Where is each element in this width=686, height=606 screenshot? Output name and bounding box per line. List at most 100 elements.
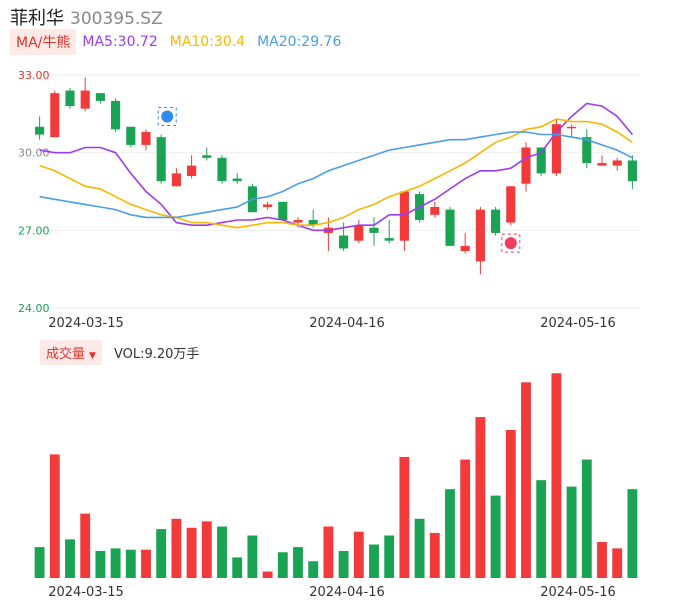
candle-body (171, 173, 181, 187)
candle-body (369, 227, 379, 233)
candle-body (126, 126, 136, 145)
volume-bar (581, 459, 592, 578)
candle-body (491, 209, 501, 233)
volume-bar (262, 571, 273, 578)
volume-bar (521, 382, 531, 578)
volume-bar (125, 549, 136, 578)
stock-name: 菲利华 (10, 8, 64, 29)
candle-body (217, 157, 227, 182)
y-tick-label: 24.00 (18, 302, 50, 315)
x-tick-label: 2024-05-16 (540, 316, 616, 331)
volume-bar (141, 549, 151, 578)
volume-bar (612, 548, 623, 578)
price-y-labels: 33.00 30.00 27.00 24.00 (18, 69, 50, 315)
volume-bar (551, 373, 562, 578)
ma20-line (39, 131, 633, 219)
y-tick-label: 30.00 (18, 147, 50, 160)
candle-body (567, 126, 577, 129)
candle-body (141, 131, 151, 145)
volume-bar (110, 548, 121, 578)
x-tick-label: 2024-04-16 (309, 316, 385, 331)
volume-bar (505, 429, 516, 578)
volume-bar (536, 480, 547, 578)
volume-bar (49, 454, 60, 578)
volume-bar (156, 529, 167, 578)
volume-bar (369, 544, 379, 578)
candle-body (384, 238, 394, 241)
candle-body (354, 225, 364, 241)
volume-bar (201, 521, 212, 578)
volume-toggle-label: 成交量 (46, 346, 86, 362)
ma20-legend: MA20:29.76 (257, 34, 342, 50)
ma-toggle-button[interactable]: MA/牛熊 (10, 29, 77, 55)
candle-body (232, 178, 242, 182)
marker-frame (501, 233, 521, 253)
volume-bar (460, 459, 471, 578)
candle-body (111, 100, 121, 130)
y-tick-label: 27.00 (18, 224, 50, 237)
volume-bar (323, 526, 334, 578)
ma-legend: MA/牛熊 MA5:30.72 MA10:30.4 MA20:29.76 (10, 29, 353, 55)
sell-signal-icon (501, 233, 521, 253)
stock-code: 300395.SZ (70, 9, 163, 29)
candle-body (582, 137, 592, 164)
candle-body (95, 93, 105, 101)
volume-toggle-button[interactable]: 成交量 ▼ (40, 339, 102, 365)
volume-bar (232, 557, 243, 578)
candle-body (263, 204, 273, 208)
candle-body (156, 137, 166, 182)
x-axis-labels: 2024-03-15 2024-04-16 2024-05-16 2024-03-15… (48, 316, 616, 600)
marker-frame (157, 107, 177, 127)
candle-body (597, 163, 607, 166)
volume-bar (95, 550, 106, 578)
candle-body (475, 209, 485, 262)
volume-bars (34, 373, 638, 578)
volume-bar (65, 539, 75, 578)
candle-body (506, 186, 516, 223)
candle-body (627, 160, 637, 182)
x-tick-label: 2024-04-16 (309, 585, 385, 600)
candle-body (399, 191, 409, 241)
volume-bar (490, 495, 501, 578)
signal-markers (157, 107, 521, 253)
volume-bar (308, 561, 319, 578)
candle-body (187, 165, 197, 176)
candle-body (460, 245, 470, 252)
candlesticks (35, 77, 637, 275)
volume-bar (384, 535, 395, 578)
x-tick-label: 2024-05-16 (540, 585, 616, 600)
volume-bar (353, 531, 364, 578)
candle-body (278, 201, 288, 220)
x-tick-label: 2024-03-15 (48, 585, 124, 600)
marker-dot (161, 110, 174, 123)
volume-bar (338, 550, 349, 578)
candle-body (551, 124, 561, 174)
candle-body (612, 160, 622, 166)
buy-signal-icon (157, 107, 177, 127)
volume-bar (445, 489, 455, 578)
x-tick-label: 2024-03-15 (48, 316, 124, 331)
candle-body (65, 90, 75, 107)
volume-bar (566, 486, 577, 578)
volume-bar (247, 535, 258, 578)
volume-bar (597, 541, 607, 578)
candle-body (35, 126, 45, 135)
caret-down-icon: ▼ (89, 350, 96, 361)
volume-bar (217, 526, 227, 578)
y-tick-label: 33.00 (18, 69, 50, 82)
candle-body (430, 207, 440, 215)
candle-body (445, 209, 455, 246)
volume-bar (475, 417, 486, 578)
candle-body (308, 219, 318, 226)
marker-dot (504, 237, 517, 250)
candle-body (521, 147, 531, 184)
volume-value: VOL:9.20万手 (113, 346, 200, 362)
volume-bar (186, 527, 197, 578)
ma5-legend: MA5:30.72 (82, 34, 158, 50)
price-grid (32, 74, 640, 309)
volume-bar (293, 547, 303, 578)
stock-title: 菲利华 300395.SZ (10, 4, 163, 30)
volume-legend: 成交量 ▼ VOL:9.20万手 (40, 339, 200, 365)
moving-average-lines (39, 102, 634, 232)
